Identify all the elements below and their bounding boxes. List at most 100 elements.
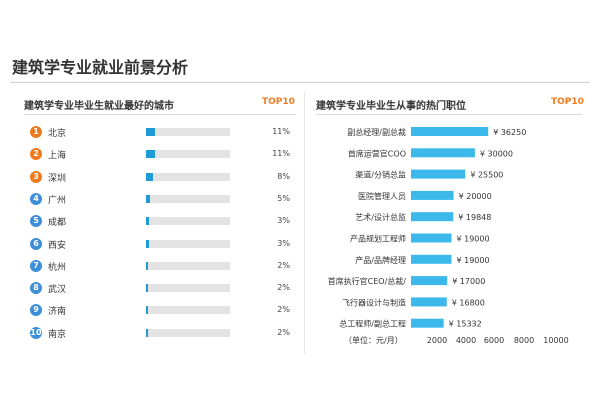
city-share-percent: 2% bbox=[277, 260, 290, 270]
city-name: 济南 bbox=[48, 307, 67, 318]
job-category-label: 副总经理/副总裁 bbox=[347, 127, 406, 137]
city-share-track bbox=[146, 194, 230, 203]
salary-bar bbox=[411, 276, 448, 286]
city-share-bar bbox=[146, 128, 156, 136]
rank-badge: 6 bbox=[30, 237, 42, 250]
salary-value-label: ¥ 17000 bbox=[452, 277, 485, 286]
rank-badge: 2 bbox=[30, 148, 42, 161]
salary-value-label: ¥ 16800 bbox=[452, 298, 485, 307]
city-share-track bbox=[146, 306, 230, 315]
city-share-percent: 3% bbox=[277, 238, 290, 248]
city-share-bar bbox=[146, 194, 151, 203]
salary-bar bbox=[411, 212, 454, 222]
city-share-track bbox=[146, 284, 230, 293]
salary-bar bbox=[411, 297, 447, 307]
left-panel-rule bbox=[24, 114, 296, 115]
panel-divider bbox=[304, 92, 305, 354]
city-share-bar bbox=[146, 150, 156, 159]
city-share-percent: 11% bbox=[272, 149, 290, 159]
city-row: 9 济南 2% bbox=[30, 303, 298, 319]
city-share-percent: 11% bbox=[272, 127, 290, 136]
title-divider bbox=[10, 82, 590, 83]
job-category-label: 医院管理人员 bbox=[358, 191, 406, 201]
city-share-track bbox=[146, 150, 230, 159]
salary-bar bbox=[411, 127, 489, 136]
city-share-track bbox=[146, 128, 230, 136]
city-row: 4 广州 5% bbox=[30, 192, 298, 208]
job-category-label: 艺术/设计总监 bbox=[355, 212, 406, 222]
city-share-bar bbox=[146, 328, 148, 337]
city-name: 成都 bbox=[48, 218, 67, 229]
city-share-percent: 3% bbox=[277, 216, 290, 226]
city-share-percent: 8% bbox=[277, 171, 290, 181]
salary-value-label: ¥ 19000 bbox=[456, 235, 489, 244]
salary-value-label: ¥ 25500 bbox=[470, 171, 503, 180]
city-share-bar bbox=[146, 172, 153, 181]
rank-badge: 8 bbox=[30, 282, 42, 295]
rank-badge: 7 bbox=[30, 259, 42, 272]
x-axis-unit-label: （单位：元/月） bbox=[344, 335, 403, 345]
right-panel-top10-badge: TOP10 bbox=[551, 97, 584, 107]
salary-bar bbox=[411, 190, 454, 200]
city-share-bar bbox=[146, 261, 148, 270]
x-tick-label: 2000 bbox=[427, 336, 447, 345]
city-share-track bbox=[146, 217, 230, 226]
city-name: 南京 bbox=[48, 329, 67, 340]
job-category-label: 总工程师/副总工程 bbox=[339, 319, 406, 329]
city-share-track bbox=[146, 172, 230, 181]
left-panel-heading: 建筑学专业毕业生就业最好的城市 bbox=[24, 101, 174, 112]
city-row: 7 杭州 2% bbox=[30, 259, 298, 275]
rank-badge: 5 bbox=[30, 215, 42, 228]
x-tick-label: 8000 bbox=[514, 336, 534, 345]
city-share-percent: 2% bbox=[277, 327, 290, 337]
city-share-bar bbox=[146, 217, 149, 226]
rank-badge: 10 bbox=[30, 326, 42, 339]
right-panel-heading: 建筑学专业毕业生从事的热门职位 bbox=[316, 101, 466, 112]
city-share-percent: 2% bbox=[277, 305, 290, 315]
salary-bar bbox=[411, 254, 452, 264]
rank-badge: 3 bbox=[30, 170, 42, 183]
salary-value-label: ¥ 19000 bbox=[456, 256, 489, 265]
city-share-track bbox=[146, 239, 230, 248]
city-row: 10 南京 2% bbox=[30, 326, 298, 342]
city-share-percent: 5% bbox=[277, 193, 290, 203]
city-share-percent: 2% bbox=[277, 283, 290, 293]
job-category-label: 产品/品牌经理 bbox=[355, 255, 406, 265]
salary-value-label: ¥ 15332 bbox=[449, 320, 482, 329]
city-row: 5 成都 3% bbox=[30, 214, 298, 230]
city-name: 广州 bbox=[48, 195, 67, 206]
city-share-bar bbox=[146, 306, 148, 315]
right-panel-rule bbox=[316, 114, 582, 115]
city-name: 西安 bbox=[48, 240, 67, 251]
salary-bar bbox=[411, 318, 444, 328]
rank-badge: 1 bbox=[30, 126, 42, 138]
job-category-label: 首席运营官COO bbox=[348, 148, 406, 158]
city-name: 深圳 bbox=[48, 173, 67, 184]
salary-value-label: ¥ 20000 bbox=[459, 192, 492, 201]
left-panel-top10-badge: TOP10 bbox=[262, 97, 295, 107]
salary-value-label: ¥ 30000 bbox=[480, 149, 513, 158]
job-category-label: 产品规划工程师 bbox=[350, 234, 406, 244]
city-share-track bbox=[146, 261, 230, 270]
city-share-track bbox=[146, 328, 230, 337]
city-name: 北京 bbox=[48, 129, 67, 139]
job-category-label: 飞行器设计与制造 bbox=[342, 297, 406, 307]
job-category-label: 渠道/分销总监 bbox=[355, 170, 406, 180]
city-share-bar bbox=[146, 239, 149, 248]
salary-value-label: ¥ 19848 bbox=[458, 213, 491, 222]
city-name: 杭州 bbox=[48, 262, 67, 273]
city-row: 3 深圳 8% bbox=[30, 170, 298, 186]
x-tick-label: 10000 bbox=[543, 336, 568, 345]
x-tick-label: 6000 bbox=[484, 336, 504, 345]
salary-bar bbox=[411, 233, 452, 243]
city-name: 武汉 bbox=[48, 285, 67, 296]
city-name: 上海 bbox=[48, 151, 67, 162]
city-row: 6 西安 3% bbox=[30, 237, 298, 253]
salary-bar bbox=[411, 169, 466, 179]
salary-value-label: ¥ 36250 bbox=[493, 128, 526, 137]
city-row: 2 上海 11% bbox=[30, 147, 298, 163]
salary-bar bbox=[411, 148, 475, 158]
rank-badge: 9 bbox=[30, 304, 42, 317]
rank-badge: 4 bbox=[30, 192, 42, 205]
